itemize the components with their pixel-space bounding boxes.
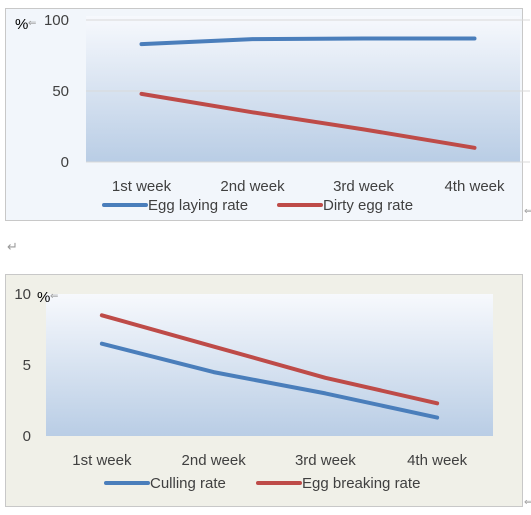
y-tick-label: 50	[52, 83, 69, 100]
chart-2-legend: Culling rate Egg breaking rate	[104, 475, 420, 492]
chart-1-svg: % ⇐ 0 50 100 1st week 2nd week 3rd week 4th w…	[15, 12, 530, 214]
chart-2-series-lines	[99, 313, 440, 420]
chart-1-x-ticks: 1st week 2nd week 3rd week 4th week	[112, 178, 505, 195]
x-tick-label: 1st week	[112, 178, 172, 195]
anchor-mark-2: ⇐	[524, 497, 531, 508]
chart-1-anchor-mark: ⇐	[28, 18, 36, 29]
chart-1-gridlines	[86, 19, 530, 163]
series-line-1	[139, 36, 477, 47]
legend-label-2: Dirty egg rate	[323, 197, 413, 214]
series-line-1	[99, 341, 440, 420]
y-tick-label: 10	[14, 286, 31, 303]
legend-label-1: Culling rate	[150, 475, 226, 492]
chart-1-series-lines	[139, 36, 477, 150]
chart-1-unit-label: %	[15, 16, 28, 33]
x-tick-label: 3rd week	[295, 452, 356, 469]
x-tick-label: 2nd week	[220, 178, 285, 195]
series-line-2	[139, 91, 477, 150]
x-tick-label: 3rd week	[333, 178, 394, 195]
anchor-mark-1: ⇐	[524, 206, 531, 217]
legend-label-1: Egg laying rate	[148, 197, 248, 214]
chart-1-legend: Egg laying rate Dirty egg rate	[102, 197, 413, 214]
y-tick-label: 0	[23, 428, 31, 445]
y-tick-label: 0	[61, 154, 69, 171]
y-tick-label: 5	[23, 357, 31, 374]
chart-2-y-ticks: 0 5 10	[14, 286, 31, 445]
chart-1-y-ticks: 0 50 100	[44, 12, 69, 171]
chart-2-x-ticks: 1st week 2nd week 3rd week 4th week	[72, 452, 467, 469]
y-tick-label: 100	[44, 12, 69, 29]
series-line-2	[99, 313, 440, 406]
legend-label-2: Egg breaking rate	[302, 475, 420, 492]
x-tick-label: 1st week	[72, 452, 132, 469]
chart-2-unit-label: %	[37, 289, 50, 306]
x-tick-label: 2nd week	[182, 452, 247, 469]
x-tick-label: 4th week	[407, 452, 468, 469]
x-tick-label: 4th week	[444, 178, 505, 195]
paragraph-return-mark: ↵	[7, 240, 18, 255]
chart-2-anchor-mark: ⇐	[50, 291, 58, 302]
